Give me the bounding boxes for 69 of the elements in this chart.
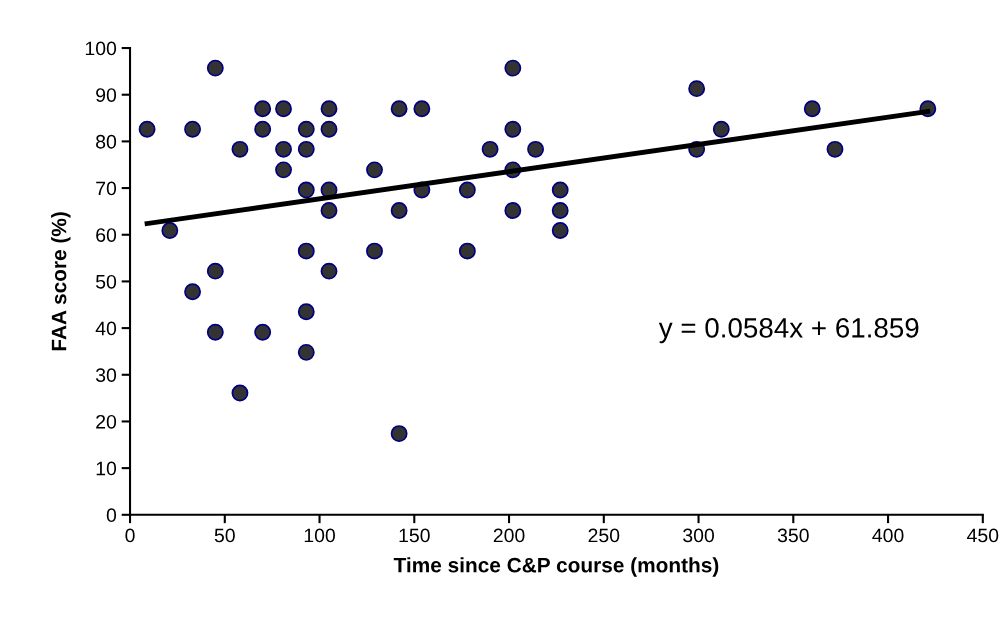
point xyxy=(551,202,569,219)
point xyxy=(297,343,315,361)
y-tick-label: 20 xyxy=(96,414,117,429)
point xyxy=(527,140,545,158)
x-tick-label: 400 xyxy=(872,528,904,543)
point xyxy=(320,100,338,118)
x-tick-label: 50 xyxy=(214,528,235,543)
point xyxy=(297,181,315,199)
annotation: y = 0.0584x + 61.859 xyxy=(658,318,919,344)
point xyxy=(551,181,569,199)
point xyxy=(390,202,408,219)
point xyxy=(504,120,522,138)
x-tick-label: 250 xyxy=(588,528,620,543)
x-tick-label: 200 xyxy=(493,528,525,543)
point xyxy=(184,120,202,138)
x-tick-label: 100 xyxy=(304,528,335,543)
point xyxy=(184,283,202,301)
point xyxy=(320,120,338,138)
point xyxy=(504,202,522,219)
point xyxy=(803,100,821,118)
point xyxy=(297,303,315,321)
point xyxy=(297,140,315,158)
y-tick-label: 50 xyxy=(95,274,117,289)
y-tick-label: 0 xyxy=(106,508,117,523)
x-axis-title: Time since C&P course (months) xyxy=(393,557,719,577)
point xyxy=(458,242,476,260)
y-tick-label: 10 xyxy=(96,461,117,476)
x-tick-label: 300 xyxy=(683,528,715,543)
point xyxy=(551,222,569,239)
point xyxy=(206,59,224,77)
point xyxy=(231,384,249,402)
x-tick-label: 350 xyxy=(777,528,809,543)
y-tick-label: 90 xyxy=(96,88,117,102)
y-tick-label: 70 xyxy=(96,181,117,196)
x-tick-label: 450 xyxy=(967,528,999,543)
point xyxy=(231,140,249,158)
y-axis-title: FAA score (%) xyxy=(51,212,71,351)
y-tick-label: 80 xyxy=(96,134,117,149)
point xyxy=(320,202,338,219)
point xyxy=(504,59,522,77)
point xyxy=(366,242,383,260)
point xyxy=(458,181,476,199)
point xyxy=(254,120,272,138)
point xyxy=(366,161,383,179)
point xyxy=(161,222,179,239)
point xyxy=(481,140,499,158)
point xyxy=(320,262,338,280)
point xyxy=(390,425,408,443)
y-tick-label: 30 xyxy=(95,368,117,383)
point xyxy=(254,100,272,118)
x-tick-label: 0 xyxy=(125,528,135,543)
point xyxy=(390,100,408,118)
y-tick-label: 40 xyxy=(95,321,117,336)
point xyxy=(275,100,292,118)
point xyxy=(138,120,156,138)
point xyxy=(275,140,292,158)
point xyxy=(297,242,315,260)
point xyxy=(297,120,315,138)
point xyxy=(712,120,730,138)
point xyxy=(413,100,431,118)
y-tick-label: 60 xyxy=(96,228,117,242)
point xyxy=(688,80,706,98)
y-tick-label: 100 xyxy=(85,41,117,56)
point xyxy=(275,161,292,179)
point xyxy=(254,323,272,341)
point xyxy=(206,323,224,341)
point xyxy=(826,140,844,158)
x-tick-label: 150 xyxy=(399,528,430,543)
point xyxy=(206,262,224,280)
